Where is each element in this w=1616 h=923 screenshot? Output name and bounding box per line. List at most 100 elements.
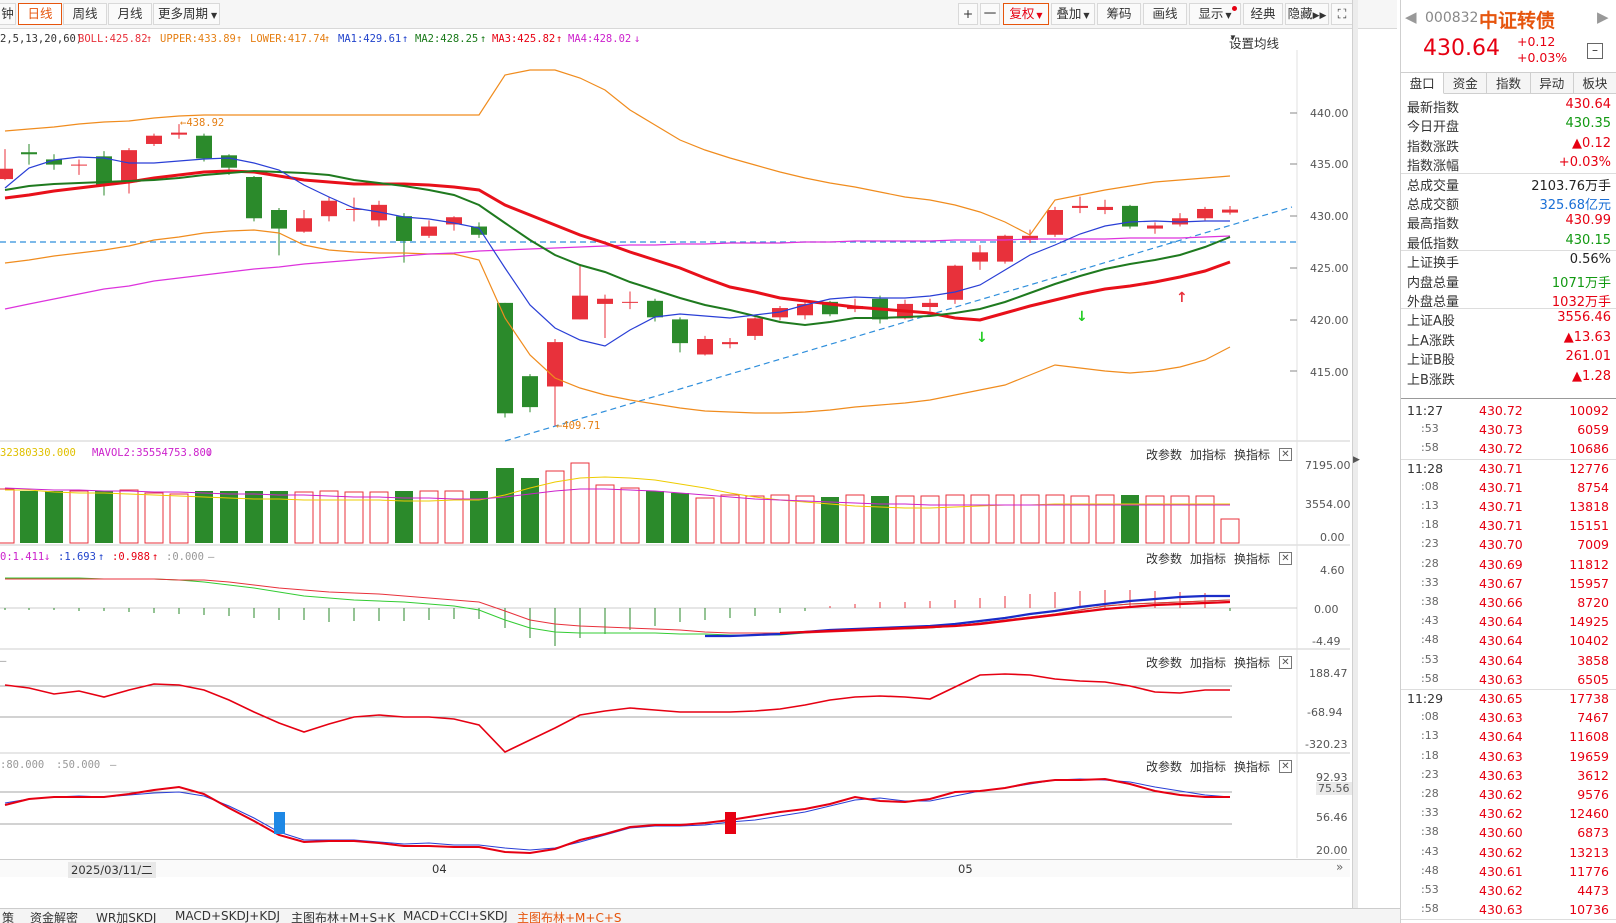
draw-line-button[interactable]: 画线: [1143, 3, 1187, 25]
candle-body: [421, 226, 437, 236]
volume-bar: [1170, 495, 1190, 544]
arrow-up-icon: ↑: [236, 33, 243, 45]
quote-stat-row: 总成交量 2103.76万手: [1401, 174, 1616, 194]
cci-switch-indicator-link[interactable]: 换指标: [1234, 656, 1271, 670]
stock-name: 中证转债: [1479, 10, 1556, 32]
tick-row: 11:30 430.64 5342: [1401, 920, 1616, 923]
prev-arrow-icon[interactable]: ◀: [1405, 8, 1417, 26]
mavol1-value: 32380330.000: [0, 447, 76, 459]
fullscreen-icon[interactable]: ⛶: [1331, 3, 1353, 25]
period-minute-button[interactable]: 钟: [0, 3, 16, 25]
price-axis-label: 420.00: [1310, 314, 1349, 327]
minimize-icon[interactable]: –: [1587, 43, 1603, 59]
kdj-upper-value: :80.000: [0, 759, 45, 771]
vol-change-params-link[interactable]: 改参数: [1146, 448, 1183, 462]
restore-rights-dropdown[interactable]: 复权 ▼: [1003, 3, 1049, 25]
template-tab[interactable]: 主图布林+M+S+K: [291, 911, 396, 923]
time-axis-label: 04: [432, 862, 447, 876]
kdj-add-indicator-link[interactable]: 加指标: [1190, 760, 1227, 774]
close-icon[interactable]: ✕: [1279, 552, 1292, 565]
volume-bar: [1045, 494, 1065, 544]
close-icon[interactable]: ✕: [1279, 656, 1292, 669]
panel-splitter[interactable]: ▶: [1352, 0, 1360, 923]
notification-dot-icon: [1232, 6, 1237, 11]
template-tab-active[interactable]: 主图布林+M+C+S: [517, 911, 622, 923]
vol-add-indicator-link[interactable]: 加指标: [1190, 448, 1227, 462]
ma2-line: [4, 169, 1231, 327]
overlay-label: 叠加: [1056, 6, 1082, 21]
double-chevron-right-icon[interactable]: »: [1336, 860, 1344, 874]
kdj-change-params-link[interactable]: 改参数: [1146, 760, 1183, 774]
chevron-down-icon: ▼: [1225, 11, 1232, 20]
period-day-button[interactable]: 日线: [18, 3, 62, 25]
display-dropdown[interactable]: 显示 ▼: [1189, 3, 1241, 25]
hide-button[interactable]: 隐藏▶▶: [1285, 3, 1329, 25]
tick-volume: 11776: [1569, 863, 1609, 879]
tick-row: :23 430.70 7009: [1401, 536, 1616, 555]
zoom-out-button[interactable]: 一: [980, 3, 1000, 25]
tab-sector[interactable]: 板块: [1573, 72, 1616, 94]
candle-body: [1147, 225, 1163, 229]
quote-stat-label: 最新指数: [1407, 101, 1460, 116]
tick-time: :28: [1421, 787, 1439, 800]
volume-bar: [95, 491, 113, 543]
template-tab[interactable]: 策: [2, 911, 15, 923]
low-price-value: 409.71: [562, 420, 601, 432]
tick-price: 430.62: [1479, 806, 1523, 822]
tab-order-book[interactable]: 盘口: [1401, 72, 1445, 94]
candle-body: [1047, 210, 1063, 235]
volume-bar: [895, 495, 915, 544]
close-icon[interactable]: ✕: [1279, 448, 1292, 461]
tick-price: 430.73: [1479, 422, 1523, 438]
candle-body: [672, 319, 688, 344]
macd-add-indicator-link[interactable]: 加指标: [1190, 552, 1227, 566]
arrow-down-icon: ↓: [44, 551, 51, 563]
ma3-value: MA3:425.82: [492, 33, 556, 45]
period-month-button[interactable]: 月线: [108, 3, 152, 25]
quote-stat-row: 总成交额 325.68亿元: [1401, 193, 1616, 213]
zoom-in-button[interactable]: +: [958, 3, 978, 25]
dash-icon: –: [0, 655, 7, 667]
candle-body: [121, 150, 137, 183]
template-tab[interactable]: 资金解密: [30, 911, 79, 923]
overlay-dropdown[interactable]: 叠加 ▼: [1051, 3, 1095, 25]
next-arrow-icon[interactable]: ▶: [1597, 8, 1609, 26]
cci-add-indicator-link[interactable]: 加指标: [1190, 656, 1227, 670]
tick-row: :33 430.62 12460: [1401, 805, 1616, 824]
template-tab[interactable]: WR加SKDJ: [96, 911, 157, 923]
tab-funds[interactable]: 资金: [1444, 72, 1488, 94]
quote-stat-label: 上A涨跌: [1407, 333, 1455, 349]
macd-switch-indicator-link[interactable]: 换指标: [1234, 552, 1271, 566]
tick-time: :53: [1421, 883, 1439, 896]
tab-anomaly[interactable]: 异动: [1530, 72, 1574, 94]
tick-volume: 8720: [1577, 595, 1609, 610]
price-axis-label: 415.00: [1310, 366, 1349, 379]
tab-index[interactable]: 指数: [1487, 72, 1531, 94]
chips-button[interactable]: 筹码: [1097, 3, 1141, 25]
period-week-button[interactable]: 周线: [63, 3, 107, 25]
candle-body: [922, 302, 938, 308]
tick-price: 430.64: [1479, 633, 1523, 649]
divider: [1401, 398, 1616, 399]
kdj-signal-marker: [725, 812, 736, 834]
more-periods-dropdown[interactable]: 更多周期 ▼: [153, 3, 220, 25]
macd-change-params-link[interactable]: 改参数: [1146, 552, 1183, 566]
tick-row: :38 430.66 8720: [1401, 594, 1616, 613]
lower-value: LOWER:417.74: [250, 33, 326, 45]
candle-body: [71, 164, 87, 166]
template-tab[interactable]: MACD+CCI+SKDJ: [403, 909, 508, 923]
classic-button[interactable]: 经典: [1243, 3, 1283, 25]
kdj-switch-indicator-link[interactable]: 换指标: [1234, 760, 1271, 774]
vol-switch-indicator-link[interactable]: 换指标: [1234, 448, 1271, 462]
divider: [1401, 308, 1616, 310]
kline-chart-area[interactable]: ↓ ↓ ↑: [0, 50, 1350, 858]
tick-price: 430.70: [1479, 537, 1523, 553]
template-tab[interactable]: MACD+SKDJ+KDJ: [175, 909, 280, 923]
tick-time: :08: [1421, 710, 1439, 724]
tick-time: :08: [1421, 479, 1439, 493]
dash-icon: –: [208, 551, 215, 563]
close-icon[interactable]: ✕: [1279, 760, 1292, 773]
candle-body: [522, 376, 538, 408]
cci-change-params-link[interactable]: 改参数: [1146, 656, 1183, 670]
volume-bar: [245, 491, 263, 543]
